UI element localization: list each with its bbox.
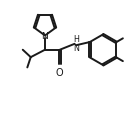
Text: O: O	[56, 67, 64, 77]
Text: H
N: H N	[73, 35, 79, 52]
Text: N: N	[42, 32, 48, 41]
